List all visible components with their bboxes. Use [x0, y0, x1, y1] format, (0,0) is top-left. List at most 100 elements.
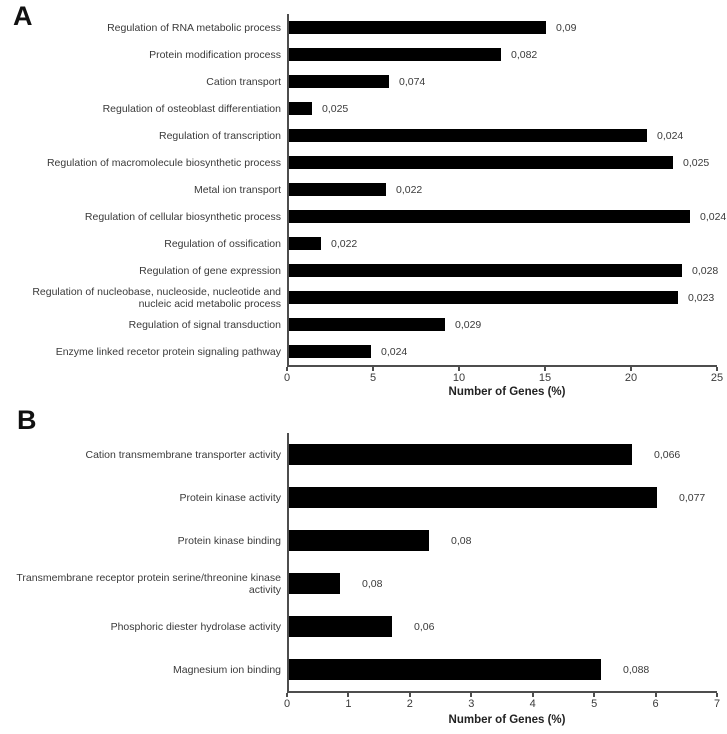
x-axis-title: Number of Genes (%) — [448, 714, 566, 726]
bar-track: 0,08 — [288, 530, 727, 551]
bar — [288, 102, 312, 115]
bar — [288, 21, 546, 34]
bar-row: Transmembrane receptor protein serine/th… — [0, 562, 727, 605]
panel-b-letter: B — [17, 405, 37, 435]
x-tick-label: 3 — [468, 698, 475, 710]
bar-track: 0,06 — [288, 616, 727, 637]
bar-row: Metal ion transport 0,022 — [0, 176, 727, 203]
bar — [288, 487, 657, 508]
x-tick — [531, 693, 534, 697]
value-label: 0,09 — [556, 21, 577, 34]
x-tick — [544, 367, 546, 371]
value-label: 0,029 — [455, 318, 482, 331]
bar-row: Regulation of macromolecule biosynthetic… — [0, 149, 727, 176]
value-label: 0,082 — [511, 48, 538, 61]
bar — [288, 48, 501, 61]
bar-row: Protein kinase binding 0,08 — [0, 519, 727, 562]
bar-row: Phosphoric diester hydrolase activity 0,0… — [0, 605, 727, 648]
value-label: 0,066 — [654, 448, 681, 461]
value-label: 0,023 — [688, 291, 715, 304]
x-axis-title: Number of Genes (%) — [448, 386, 566, 398]
category-label: Cation transport — [206, 75, 281, 88]
bar-track: 0,025 — [288, 102, 727, 115]
category-label: Protein kinase binding — [177, 534, 281, 547]
x-tick-label: 2 — [406, 698, 413, 710]
bar-track: 0,024 — [288, 129, 727, 142]
bar-track: 0,024 — [288, 345, 727, 358]
plot-area: Regulation of RNA metabolic process 0,09 P… — [0, 14, 727, 365]
bar — [288, 156, 673, 169]
category-label: Regulation of nucleobase, nucleoside, nu… — [32, 285, 281, 310]
x-tick-label: 5 — [591, 698, 598, 710]
x-tick-label: 25 — [710, 372, 724, 384]
category-label: Regulation of ossification — [164, 237, 281, 250]
value-label: 0,024 — [381, 345, 408, 358]
category-label: Regulation of osteoblast differentiation — [102, 102, 281, 115]
bar — [288, 318, 445, 331]
bar-row: Regulation of gene expression 0,028 — [0, 257, 727, 284]
bar-track: 0,082 — [288, 48, 727, 61]
bar — [288, 291, 678, 304]
value-label: 0,022 — [331, 237, 358, 250]
x-tick-label: 10 — [452, 372, 466, 384]
category-label: Regulation of macromolecule biosynthetic… — [46, 156, 281, 169]
value-label: 0,06 — [414, 620, 435, 633]
value-label: 0,08 — [451, 534, 472, 547]
value-label: 0,024 — [657, 129, 684, 142]
panel-b-chart: Cation transmembrane transporter activit… — [0, 433, 727, 726]
bar-track: 0,077 — [288, 487, 727, 508]
bar-track: 0,023 — [288, 291, 727, 304]
y-axis — [287, 14, 289, 365]
x-tick — [716, 693, 718, 697]
plot-area: Cation transmembrane transporter activit… — [0, 433, 727, 691]
bar — [288, 345, 371, 358]
value-label: 0,025 — [322, 102, 349, 115]
bar — [288, 75, 389, 88]
category-label: Regulation of RNA metabolic process — [107, 21, 281, 34]
bar-row: Regulation of signal transduction 0,029 — [0, 311, 727, 338]
bar-track: 0,029 — [288, 318, 727, 331]
bar — [288, 616, 392, 637]
bar-track: 0,025 — [288, 156, 727, 169]
x-tick-label: 0 — [283, 372, 291, 384]
value-label: 0,074 — [399, 75, 426, 88]
value-label: 0,077 — [679, 491, 706, 504]
value-label: 0,028 — [692, 264, 719, 277]
category-label: Regulation of transcription — [159, 129, 281, 142]
bar-row: Regulation of transcription 0,024 — [0, 122, 727, 149]
bar — [288, 237, 321, 250]
bar-track: 0,022 — [288, 237, 727, 250]
bar-track: 0,022 — [288, 183, 727, 196]
category-label: Phosphoric diester hydrolase activity — [110, 620, 281, 633]
value-label: 0,022 — [396, 183, 423, 196]
bar-track: 0,08 — [288, 573, 727, 594]
x-axis: 0 1 2 3 4 5 6 7 — [284, 691, 721, 713]
category-label: Regulation of cellular biosynthetic proc… — [84, 210, 281, 223]
x-tick — [372, 367, 374, 371]
category-label: Magnesium ion binding — [173, 663, 281, 676]
bar-track: 0,066 — [288, 444, 727, 465]
panel-a-chart: Regulation of RNA metabolic process 0,09 P… — [0, 14, 727, 398]
panel-a-letter: A — [13, 1, 33, 31]
bar-track: 0,088 — [288, 659, 727, 680]
x-tick — [286, 367, 288, 371]
y-axis — [287, 433, 289, 691]
x-tick-label: 5 — [369, 372, 377, 384]
bar — [288, 444, 632, 465]
value-label: 0,025 — [683, 156, 710, 169]
x-tick-label: 20 — [624, 372, 638, 384]
bar-row: Protein modification process 0,082 — [0, 41, 727, 68]
x-tick-label: 7 — [713, 698, 721, 710]
bar-row: Magnesium ion binding 0,088 — [0, 648, 727, 691]
bar-row: Cation transmembrane transporter activit… — [0, 433, 727, 476]
bar-row: Regulation of ossification 0,022 — [0, 230, 727, 257]
bar — [288, 183, 386, 196]
bar-track: 0,028 — [288, 264, 727, 277]
category-label: Enzyme linked recetor protein signaling … — [55, 345, 281, 358]
bar-row: Regulation of cellular biosynthetic proc… — [0, 203, 727, 230]
category-label: Regulation of signal transduction — [128, 318, 281, 331]
bar — [288, 129, 647, 142]
category-label: Protein modification process — [149, 48, 281, 61]
x-tick — [630, 367, 632, 371]
